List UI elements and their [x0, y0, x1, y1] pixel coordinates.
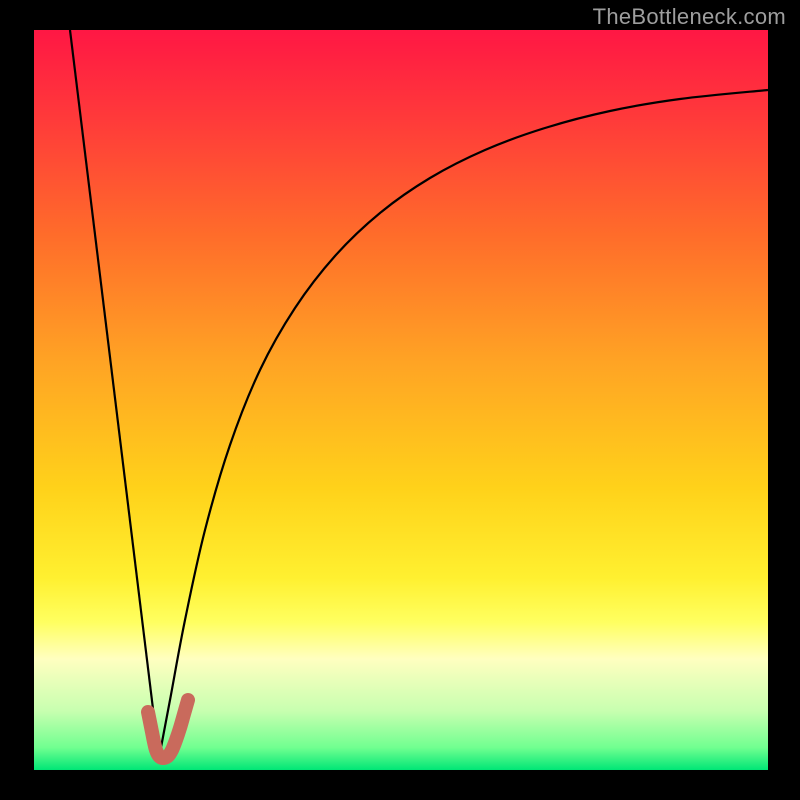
- chart-svg: [34, 30, 768, 770]
- chart-background: [34, 30, 768, 770]
- chart-plot-area: [34, 30, 768, 770]
- watermark-text: TheBottleneck.com: [593, 4, 786, 30]
